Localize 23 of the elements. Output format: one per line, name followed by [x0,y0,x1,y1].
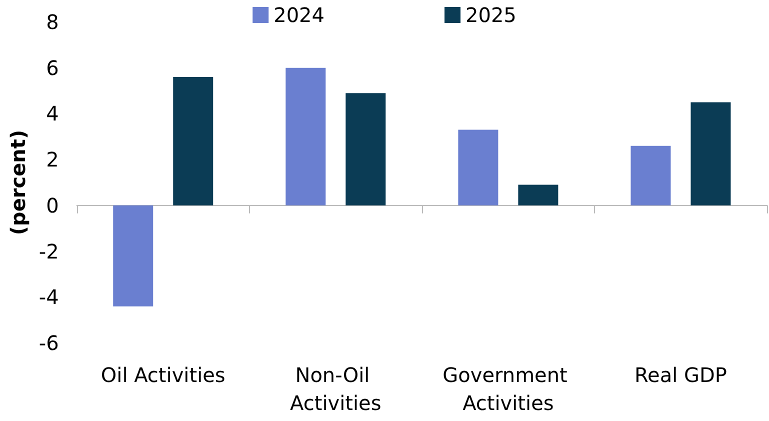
y-tick-label: 0 [46,193,59,218]
bar [518,184,558,206]
x-tick-label: Government Activities [442,363,574,415]
bar [113,205,154,306]
x-tick-label: Real GDP [634,363,727,387]
bar [173,77,214,206]
y-axis-title: (percent) [6,130,30,236]
y-tick-label: -6 [38,331,59,355]
legend-label: 2024 [274,3,325,27]
bar [630,146,671,206]
legend-label: 2025 [466,3,516,27]
x-tick-label: Non-Oil Activities [290,363,382,415]
y-tick-label: 2 [46,148,59,172]
x-tick-label: Oil Activities [100,363,226,387]
bar [286,68,326,206]
y-tick-label: -4 [38,285,59,310]
y-tick-label: 6 [46,56,59,80]
bar [346,93,386,206]
bar [690,102,731,206]
y-tick-label: 8 [46,10,59,34]
bar [458,130,498,206]
y-tick-label: 4 [46,102,59,126]
y-tick-label: -2 [38,239,59,264]
